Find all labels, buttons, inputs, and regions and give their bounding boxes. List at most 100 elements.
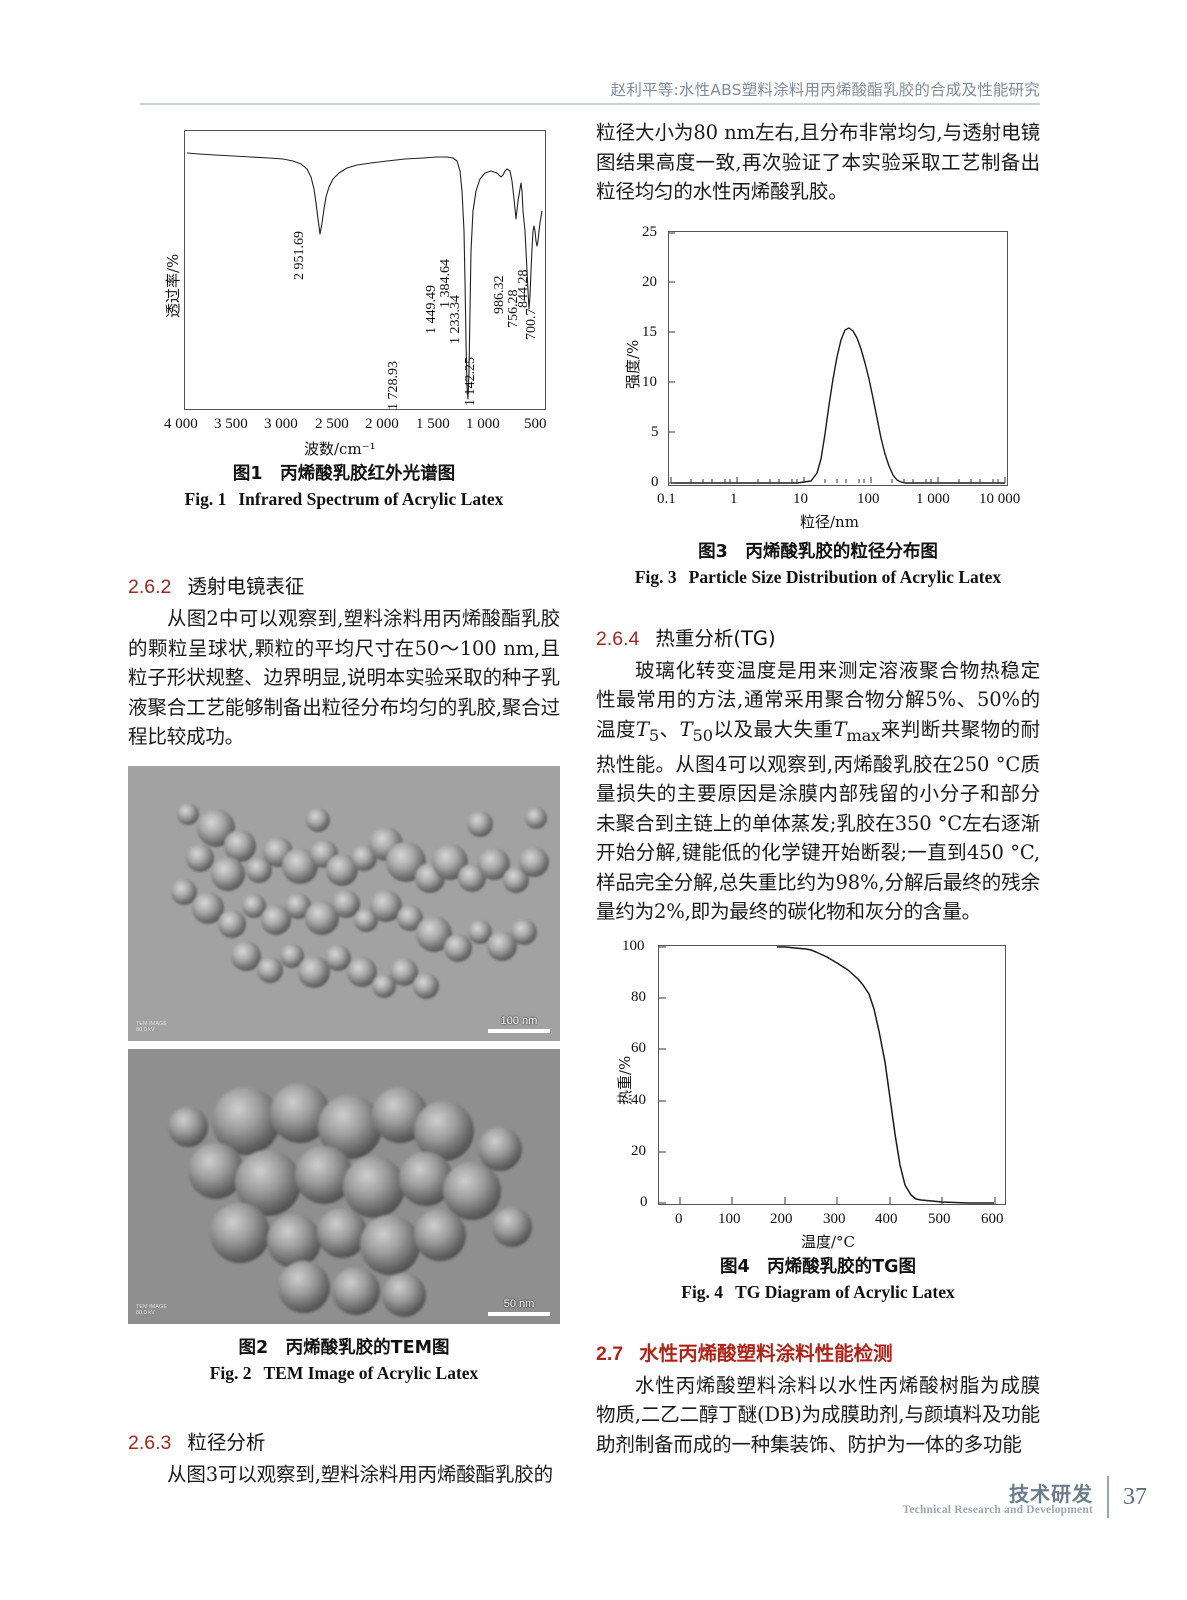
- paragraph-2-6-3-continued: 粒径大小为80 nm左右,且分布非常均匀,与透射电镜图结果高度一致,再次验证了本…: [596, 121, 1040, 203]
- fig1-xtick-2: 3 000: [264, 416, 298, 432]
- tem-top-content: [128, 765, 560, 1041]
- figure-2-scalebar-bottom-label: 50 nm: [503, 1297, 535, 1310]
- figure-4-label-en: Fig. 4: [681, 1281, 724, 1302]
- section-heading-2-6-2: 2.6.2 透射电镜表征: [128, 572, 560, 602]
- figure-2-label-en: Fig. 2: [209, 1362, 252, 1383]
- figure-3-caption-cn: 图3 丙烯酸乳胶的粒径分布图: [698, 541, 938, 562]
- fig4-xtick-5: 500: [928, 1210, 951, 1227]
- fig3-xlabel: 粒径/nm: [800, 512, 859, 531]
- paragraph-2-6-2: 从图2中可以观察到,塑料涂料用丙烯酸酯乳胶的颗粒呈球状,颗粒的平均尺寸在50～1…: [128, 607, 560, 748]
- fig4-ytick-20: 20: [631, 1142, 646, 1159]
- fig1-peak-label-756: 756.28: [506, 289, 521, 329]
- fig1-xtick-5: 1 500: [416, 416, 450, 432]
- fig3-xtick-2: 10: [793, 490, 808, 507]
- symbol-t50: T: [679, 717, 693, 741]
- fig1-xtick-4: 2 000: [365, 416, 399, 432]
- symbol-t50-sub: 50: [692, 725, 714, 745]
- fig1-peak-label-2951: 2 951.69: [292, 231, 307, 280]
- figure-2-tem-image-top: TEM IMAGE 80.0 kV 100 nm: [128, 765, 560, 1041]
- fig4-xtick-0: 0: [675, 1210, 683, 1227]
- figure-3-particle-size-distribution: 25 20 15 10 5 0 强度/% 0.1 1 10 100 1 000 …: [596, 221, 1040, 531]
- figure-1-title-en: Infrared Spectrum of Acrylic Latex: [238, 489, 504, 509]
- fig4-xtick-2: 200: [770, 1210, 793, 1227]
- fig3-ytick-15: 15: [642, 323, 657, 340]
- fig4-ytick-100: 100: [622, 937, 645, 954]
- section-title-2-7: 水性丙烯酸塑料涂料性能检测: [639, 1341, 893, 1365]
- figure-2-caption-en: Fig. 2 TEM Image of Acrylic Latex: [128, 1361, 560, 1386]
- p264-sep: 、: [659, 717, 680, 741]
- fig3-ytick-10: 10: [642, 373, 657, 390]
- figure-1-caption-cn: 图1 丙烯酸乳胶红外光谱图: [232, 464, 456, 484]
- section-number-2-6-4: 2.6.4: [596, 627, 640, 650]
- figure-1-caption-en: Fig. 1 Infrared Spectrum of Acrylic Latex: [128, 487, 560, 512]
- right-column: 粒径大小为80 nm左右,且分布非常均匀,与透射电镜图结果高度一致,再次验证了本…: [596, 118, 1040, 1459]
- fig1-ylabel: 透过率/%: [164, 253, 182, 318]
- fig1-xtick-1: 3 500: [214, 416, 248, 432]
- p264-part1: 玻璃化转变温度是用来测定溶液聚合物热稳定性最常用的方法,通常采用聚合物分解5%、…: [596, 658, 1040, 741]
- symbol-tmax: T: [833, 717, 847, 741]
- page-number: 37: [1123, 1484, 1147, 1510]
- figure-1-ir-spectrum: 透过率/% 4 000 3 500 3 000 2 500 2 000 1 50…: [128, 118, 560, 458]
- section-number-2-6-3: 2.6.3: [128, 1431, 172, 1454]
- fig4-ylabel: 热重/%: [616, 1055, 634, 1105]
- fig1-xtick-6: 1 000: [466, 416, 500, 432]
- fig1-xlabel: 波数/cm⁻¹: [304, 440, 376, 458]
- fig3-ylabel: 强度/%: [624, 339, 642, 389]
- figure-3-label-en: Fig. 3: [634, 566, 677, 587]
- fig4-plot-area: [658, 944, 1006, 1205]
- p264-part3: 以及最大失重: [712, 717, 834, 741]
- fig1-plot-area: [184, 130, 546, 410]
- fig3-xtick-1: 1: [730, 490, 738, 507]
- fig1-xtick-3: 2 500: [315, 416, 349, 432]
- fig1-xtick-0: 4 000: [164, 416, 198, 432]
- figure-2-caption-cn: 图2 丙烯酸乳胶的TEM图: [238, 1337, 450, 1358]
- section-title-2-6-4: 热重分析(TG): [655, 626, 776, 650]
- figure-2-scalebar-bottom-bar: [488, 1311, 550, 1316]
- fig3-ytick-0: 0: [651, 473, 659, 490]
- fig4-curve: [659, 946, 996, 1204]
- tem-bottom-stamp: TEM IMAGE 80.0 kV: [136, 1303, 167, 1316]
- figure-2-tem-image-bottom: TEM IMAGE 80.0 kV 50 nm: [128, 1048, 560, 1324]
- figure-2-scalebar-top-label: 100 nm: [500, 1014, 538, 1027]
- footer-divider: [1107, 1476, 1109, 1518]
- fig1-curve: [186, 152, 543, 400]
- figure-3-title-en: Particle Size Distribution of Acrylic La…: [688, 566, 1002, 587]
- symbol-t5: T: [635, 717, 649, 741]
- figure-2-scalebar-top-bar: [488, 1028, 550, 1033]
- fig1-xtick-7: 500: [524, 416, 547, 432]
- fig4-ytick-60: 60: [631, 1039, 646, 1056]
- fig3-xtick-0: 0.1: [657, 490, 676, 507]
- fig3-xtick-5: 10 000: [979, 490, 1021, 507]
- footer-series-cn: 技术研发: [1009, 1482, 1093, 1506]
- figure-4-tg-curve: 100 80 60 40 20 0 热重/% 0 100 200 300 400…: [596, 937, 1040, 1251]
- fig3-xtick-4: 1 000: [916, 490, 950, 507]
- section-heading-2-6-4: 2.6.4 热重分析(TG): [596, 624, 1040, 654]
- p264-part4: 来判断共聚物的耐热性能。从图4可以观察到,丙烯酸乳胶在250 °C质量损失的主要…: [596, 717, 1040, 924]
- fig3-xtick-3: 100: [857, 490, 880, 507]
- fig3-ytick-25: 25: [642, 223, 657, 240]
- figure-3-caption-en: Fig. 3 Particle Size Distribution of Acry…: [596, 565, 1040, 590]
- fig3-curve: [669, 232, 1006, 484]
- fig4-ytick-80: 80: [631, 988, 646, 1005]
- fig3-plot-area: [668, 230, 1008, 486]
- fig4-xtick-3: 300: [823, 1210, 846, 1227]
- symbol-t5-sub: 5: [648, 725, 660, 745]
- section-heading-2-6-3: 2.6.3 粒径分析: [128, 1428, 560, 1458]
- tem-bottom-content: [128, 1048, 560, 1324]
- fig4-xlabel: 温度/°C: [801, 1232, 856, 1251]
- section-number-2-7: 2.7: [596, 1342, 624, 1365]
- fig1-peak-label-1233: 1 233.34: [448, 295, 463, 344]
- fig4-xtick-1: 100: [718, 1210, 741, 1227]
- tem-top-stamp: TEM IMAGE 80.0 kV: [136, 1020, 167, 1033]
- footer-series-en: Technical Research and Development: [902, 1504, 1093, 1516]
- paragraph-2-6-4: 玻璃化转变温度是用来测定溶液聚合物热稳定性最常用的方法,通常采用聚合物分解5%、…: [596, 656, 1040, 927]
- figure-2-title-en: TEM Image of Acrylic Latex: [263, 1362, 479, 1383]
- section-title-2-6-3: 粒径分析: [187, 1430, 266, 1454]
- left-column: 透过率/% 4 000 3 500 3 000 2 500 2 000 1 50…: [128, 118, 560, 1489]
- header-divider: [140, 103, 1040, 105]
- running-header: 赵利平等:水性ABS塑料涂料用丙烯酸酯乳胶的合成及性能研究: [610, 81, 1040, 99]
- figure-2-scalebar-top: 100 nm: [488, 1015, 550, 1033]
- figure-4-title-en: TG Diagram of Acrylic Latex: [735, 1281, 955, 1302]
- fig4-ytick-40: 40: [631, 1091, 646, 1108]
